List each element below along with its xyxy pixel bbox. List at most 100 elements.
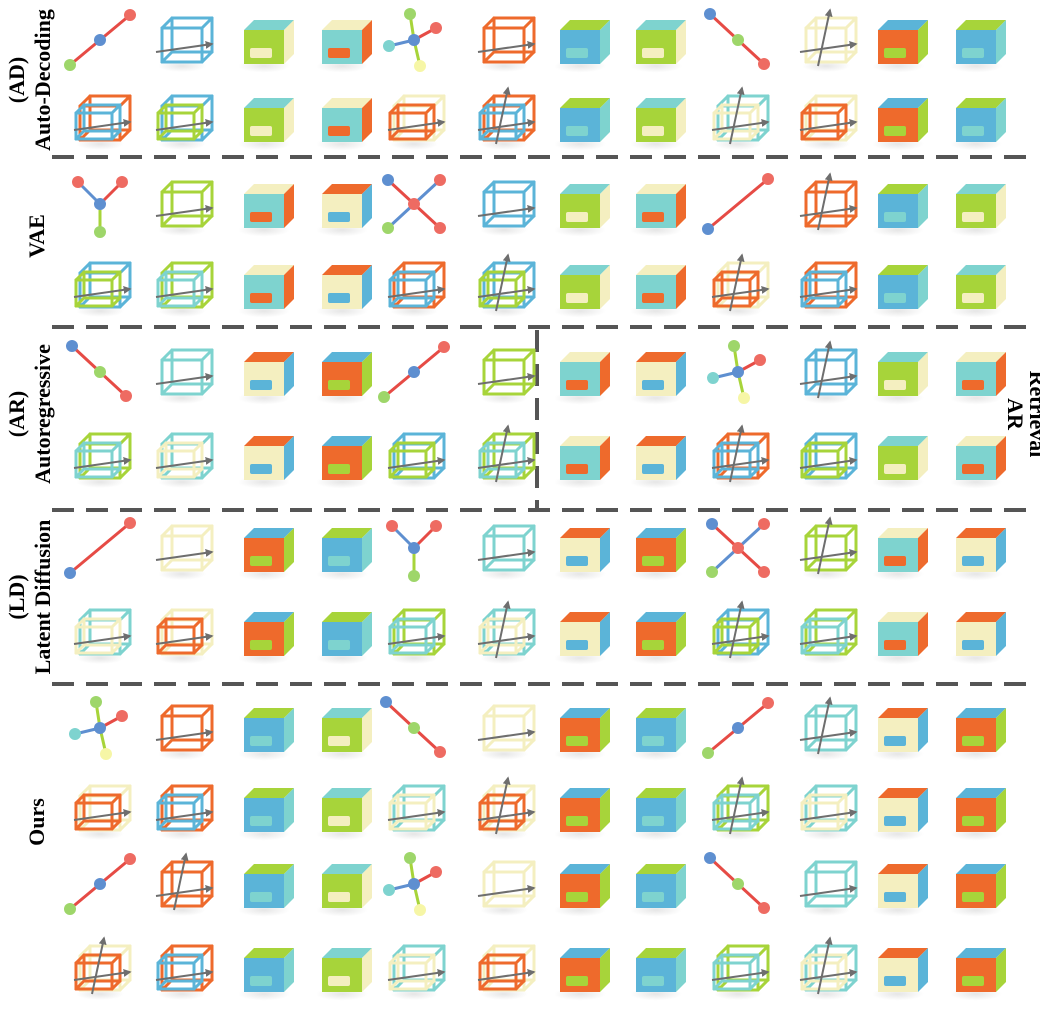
thumbnail bbox=[554, 184, 610, 237]
thumbnail bbox=[711, 776, 770, 840]
thumbnail bbox=[238, 184, 294, 237]
thumbnail bbox=[799, 340, 858, 404]
thumbnail bbox=[238, 265, 294, 318]
thumbnail bbox=[155, 524, 214, 580]
thumbnail bbox=[950, 352, 1006, 405]
thumbnail bbox=[477, 776, 536, 840]
thumbnail bbox=[707, 340, 766, 404]
thumbnail bbox=[702, 697, 774, 759]
thumbnail bbox=[73, 432, 132, 488]
thumbnail bbox=[799, 516, 858, 580]
thumbnail bbox=[799, 172, 858, 236]
thumbnail bbox=[554, 20, 610, 73]
thumbnail bbox=[950, 265, 1006, 318]
thumbnail bbox=[630, 864, 686, 917]
thumbnail bbox=[238, 708, 294, 761]
thumbnail bbox=[387, 944, 446, 1000]
thumbnail bbox=[630, 20, 686, 73]
thumbnail bbox=[711, 944, 770, 1000]
thumbnail bbox=[72, 176, 128, 238]
thumbnail bbox=[155, 704, 214, 760]
thumbnail bbox=[155, 348, 214, 404]
thumbnail bbox=[872, 528, 928, 581]
thumbnail bbox=[477, 16, 536, 72]
thumbnail bbox=[630, 265, 686, 318]
thumbnail bbox=[316, 528, 372, 581]
thumbnail bbox=[316, 436, 372, 489]
thumbnail bbox=[799, 261, 858, 317]
thumbnail bbox=[554, 436, 610, 489]
thumbnail bbox=[316, 184, 372, 237]
thumbnail bbox=[387, 261, 446, 317]
thumbnail bbox=[799, 432, 858, 488]
thumbnail bbox=[711, 424, 770, 488]
thumbnail bbox=[799, 94, 858, 150]
thumbnail bbox=[477, 524, 536, 580]
row-label-ar-retrieval: AR Retrieval bbox=[1003, 371, 1040, 458]
thumbnail bbox=[155, 784, 214, 840]
thumbnail bbox=[872, 948, 928, 1001]
svg-text:Auto-Decoding: Auto-Decoding bbox=[30, 9, 55, 151]
thumbnail bbox=[73, 936, 132, 1000]
thumbnail bbox=[872, 20, 928, 73]
thumbnail bbox=[630, 184, 686, 237]
thumbnail bbox=[872, 184, 928, 237]
svg-text:(AR): (AR) bbox=[4, 391, 29, 437]
thumbnail bbox=[387, 784, 446, 840]
thumbnail bbox=[872, 98, 928, 151]
svg-text:Retrieval: Retrieval bbox=[1025, 371, 1040, 458]
row-label-ours: Ours bbox=[24, 798, 49, 846]
thumbnail bbox=[630, 612, 686, 665]
svg-text:Latent Diffusion: Latent Diffusion bbox=[30, 520, 55, 675]
thumbnail bbox=[554, 948, 610, 1001]
thumbnail bbox=[477, 600, 536, 664]
thumbnail bbox=[73, 261, 132, 317]
svg-text:(LD): (LD) bbox=[4, 574, 29, 619]
thumbnail bbox=[702, 173, 774, 235]
thumbnail bbox=[477, 86, 536, 150]
thumbnail bbox=[872, 265, 928, 318]
thumbnail bbox=[155, 94, 214, 150]
thumbnail bbox=[554, 612, 610, 665]
thumbnail bbox=[316, 265, 372, 318]
svg-text:Ours: Ours bbox=[24, 798, 49, 846]
thumbnail bbox=[950, 788, 1006, 841]
thumbnail bbox=[155, 16, 214, 72]
thumbnail bbox=[387, 608, 446, 664]
thumbnail bbox=[872, 864, 928, 917]
thumbnail bbox=[554, 352, 610, 405]
thumbnail bbox=[630, 788, 686, 841]
thumbnail bbox=[554, 98, 610, 151]
thumbnail bbox=[238, 528, 294, 581]
thumbnail-grid bbox=[64, 8, 1006, 1001]
thumbnail bbox=[64, 9, 136, 71]
thumbnail bbox=[554, 265, 610, 318]
thumbnail bbox=[950, 20, 1006, 73]
thumbnail bbox=[316, 864, 372, 917]
svg-text:AR: AR bbox=[1003, 398, 1028, 431]
thumbnail bbox=[477, 424, 536, 488]
thumbnail bbox=[238, 788, 294, 841]
thumbnail bbox=[799, 860, 858, 916]
thumbnail bbox=[383, 8, 442, 72]
thumbnail bbox=[238, 98, 294, 151]
thumbnail bbox=[73, 608, 132, 664]
thumbnail bbox=[950, 708, 1006, 761]
thumbnail bbox=[872, 352, 928, 405]
thumbnail bbox=[69, 696, 128, 760]
thumbnail bbox=[872, 788, 928, 841]
thumbnail bbox=[950, 98, 1006, 151]
thumbnail bbox=[950, 864, 1006, 917]
thumbnail bbox=[950, 436, 1006, 489]
row-label-ar: (AR) Autoregressive bbox=[4, 344, 55, 484]
row-label-ad: (AD) Auto-Decoding bbox=[4, 9, 55, 151]
thumbnail bbox=[238, 20, 294, 73]
thumbnail bbox=[238, 352, 294, 405]
thumbnail bbox=[630, 98, 686, 151]
thumbnail bbox=[316, 612, 372, 665]
thumbnail bbox=[799, 696, 858, 760]
thumbnail bbox=[316, 20, 372, 73]
thumbnail bbox=[382, 174, 446, 234]
thumbnail bbox=[950, 184, 1006, 237]
thumbnail bbox=[554, 864, 610, 917]
